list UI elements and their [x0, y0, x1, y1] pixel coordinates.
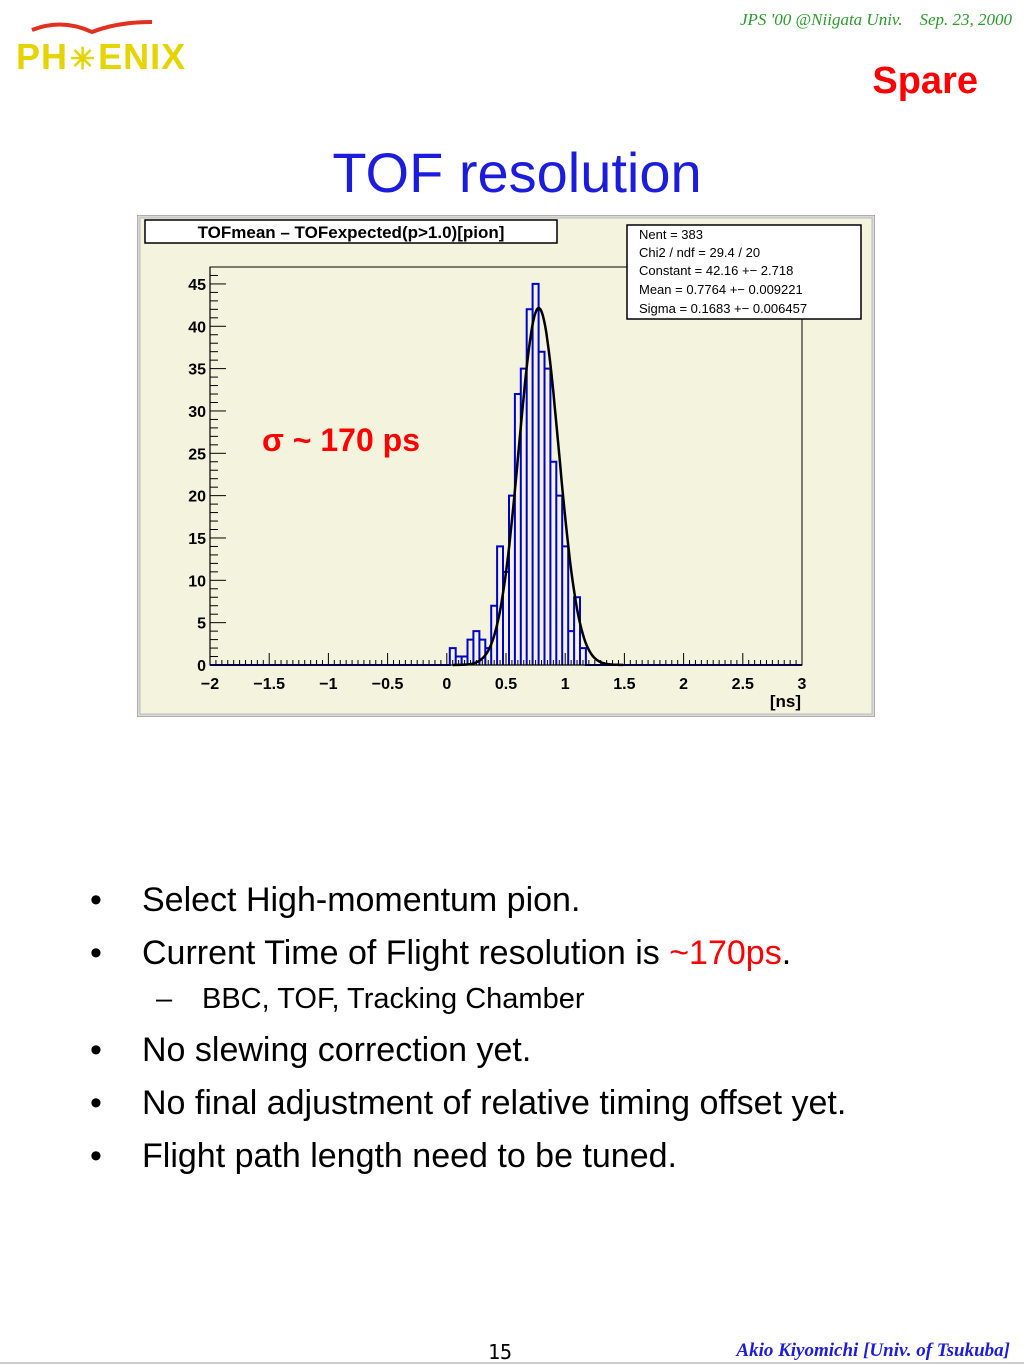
x-tick-label: 1 [561, 676, 570, 693]
bullet-text: Current Time of Flight resolution is [142, 934, 670, 972]
logo-enix: ENIX [98, 36, 187, 77]
bullet-item: • Select High-momentum pion. [90, 880, 990, 920]
stats-line: Chi2 / ndf = 29.4 / 20 [639, 245, 760, 260]
bullet-text: No final adjustment of relative timing o… [142, 1084, 847, 1122]
sub-bullet-dash: – [156, 983, 173, 1015]
x-tick-label: 0.5 [495, 676, 517, 693]
bullet-highlight: ~170ps [669, 934, 782, 972]
x-tick-label: 0 [442, 676, 451, 693]
conference-header: JPS '00 @Niigata Univ. Sep. 23, 2000 [739, 10, 1012, 29]
y-tick-label: 25 [188, 446, 206, 463]
slide-title: TOF resolution [332, 141, 702, 204]
chart-title-frame [144, 219, 558, 244]
sunburst-icon: ✳ [70, 43, 97, 76]
stats-frame [626, 224, 862, 320]
x-tick-label: −2 [201, 676, 219, 693]
x-tick-label: −1 [319, 676, 337, 693]
spare-tag: Spare [872, 60, 978, 102]
stats-line: Nent = 383 [639, 227, 703, 242]
x-axis-label: [ns] [770, 692, 801, 711]
x-tick-label: −0.5 [372, 676, 404, 693]
bullet-item: • No final adjustment of relative timing… [90, 1083, 990, 1123]
bullet-dot: • [90, 1137, 102, 1175]
fit-layer [452, 306, 624, 667]
x-tick-label: 2 [679, 676, 688, 693]
y-tick-label: 10 [188, 573, 206, 590]
stats-line: Sigma = 0.1683 +− 0.006457 [639, 301, 807, 316]
logo-text: PH✳ENIX [16, 36, 186, 78]
bullet-list: • Select High-momentum pion. • Current T… [90, 880, 990, 1189]
x-tick-label: 2.5 [732, 676, 754, 693]
chart-title: TOFmean – TOFexpected(p>1.0)[pion] [198, 223, 505, 242]
tof-histogram-chart: −2 −1.5 −1 −0.5 0 0.5 1 1.5 2 2.5 3051015202530354… [137, 215, 875, 717]
y-tick-label: 35 [188, 362, 206, 379]
bullet-tail: . [781, 934, 792, 972]
axis-layer: −2 −1.5 −1 −0.5 0 0.5 1 1.5 2 2.5 3051015202530354… [188, 266, 807, 693]
bullet-dot: • [90, 881, 102, 919]
bullet-item: • Current Time of Flight resolution is ~… [90, 933, 990, 973]
bullet-dot: • [90, 1031, 102, 1069]
author-footer: Akio Kiyomichi [Univ. of Tsukuba] [736, 1340, 1010, 1361]
y-tick-label: 30 [188, 404, 206, 421]
y-tick-label: 15 [188, 531, 206, 548]
bullet-text: Flight path length need to be tuned. [142, 1137, 677, 1175]
footer-divider [0, 1362, 1024, 1364]
stats-line: Mean = 0.7764 +− 0.009221 [639, 282, 803, 297]
stats-line: Constant = 42.16 +− 2.718 [639, 263, 793, 278]
plot-frame [209, 266, 803, 666]
x-tick-label: 1.5 [613, 676, 635, 693]
logo-swoosh-icon [31, 20, 153, 35]
bullet-dot: • [90, 934, 102, 972]
x-tick-label: 3 [798, 676, 807, 693]
logo-ph: PH [16, 36, 69, 77]
y-tick-label: 5 [197, 616, 206, 633]
stats-box: Nent = 383 Chi2 / ndf = 29.4 / 20 Consta… [626, 224, 862, 320]
phenix-logo [31, 20, 153, 35]
bullet-text: No slewing correction yet. [142, 1031, 532, 1069]
chart-title-box: TOFmean – TOFexpected(p>1.0)[pion] [144, 219, 558, 244]
page-number: 15 [487, 1340, 513, 1364]
gaussian-fit-curve [452, 306, 624, 667]
sub-bullet-text: BBC, TOF, Tracking Chamber [202, 983, 585, 1015]
x-tick-label: −1.5 [253, 676, 285, 693]
y-tick-label: 40 [188, 319, 206, 336]
y-tick-label: 0 [197, 658, 206, 675]
y-tick-label: 45 [188, 277, 206, 294]
bullet-item: • Flight path length need to be tuned. [90, 1136, 990, 1176]
y-tick-label: 20 [188, 489, 206, 506]
bullet-dot: • [90, 1084, 102, 1122]
sigma-annotation: σ ~ 170 ps [262, 422, 420, 458]
sub-bullet-item: – BBC, TOF, Tracking Chamber [90, 982, 990, 1016]
bullet-item: • No slewing correction yet. [90, 1030, 990, 1070]
bullet-text: Select High-momentum pion. [142, 881, 581, 919]
